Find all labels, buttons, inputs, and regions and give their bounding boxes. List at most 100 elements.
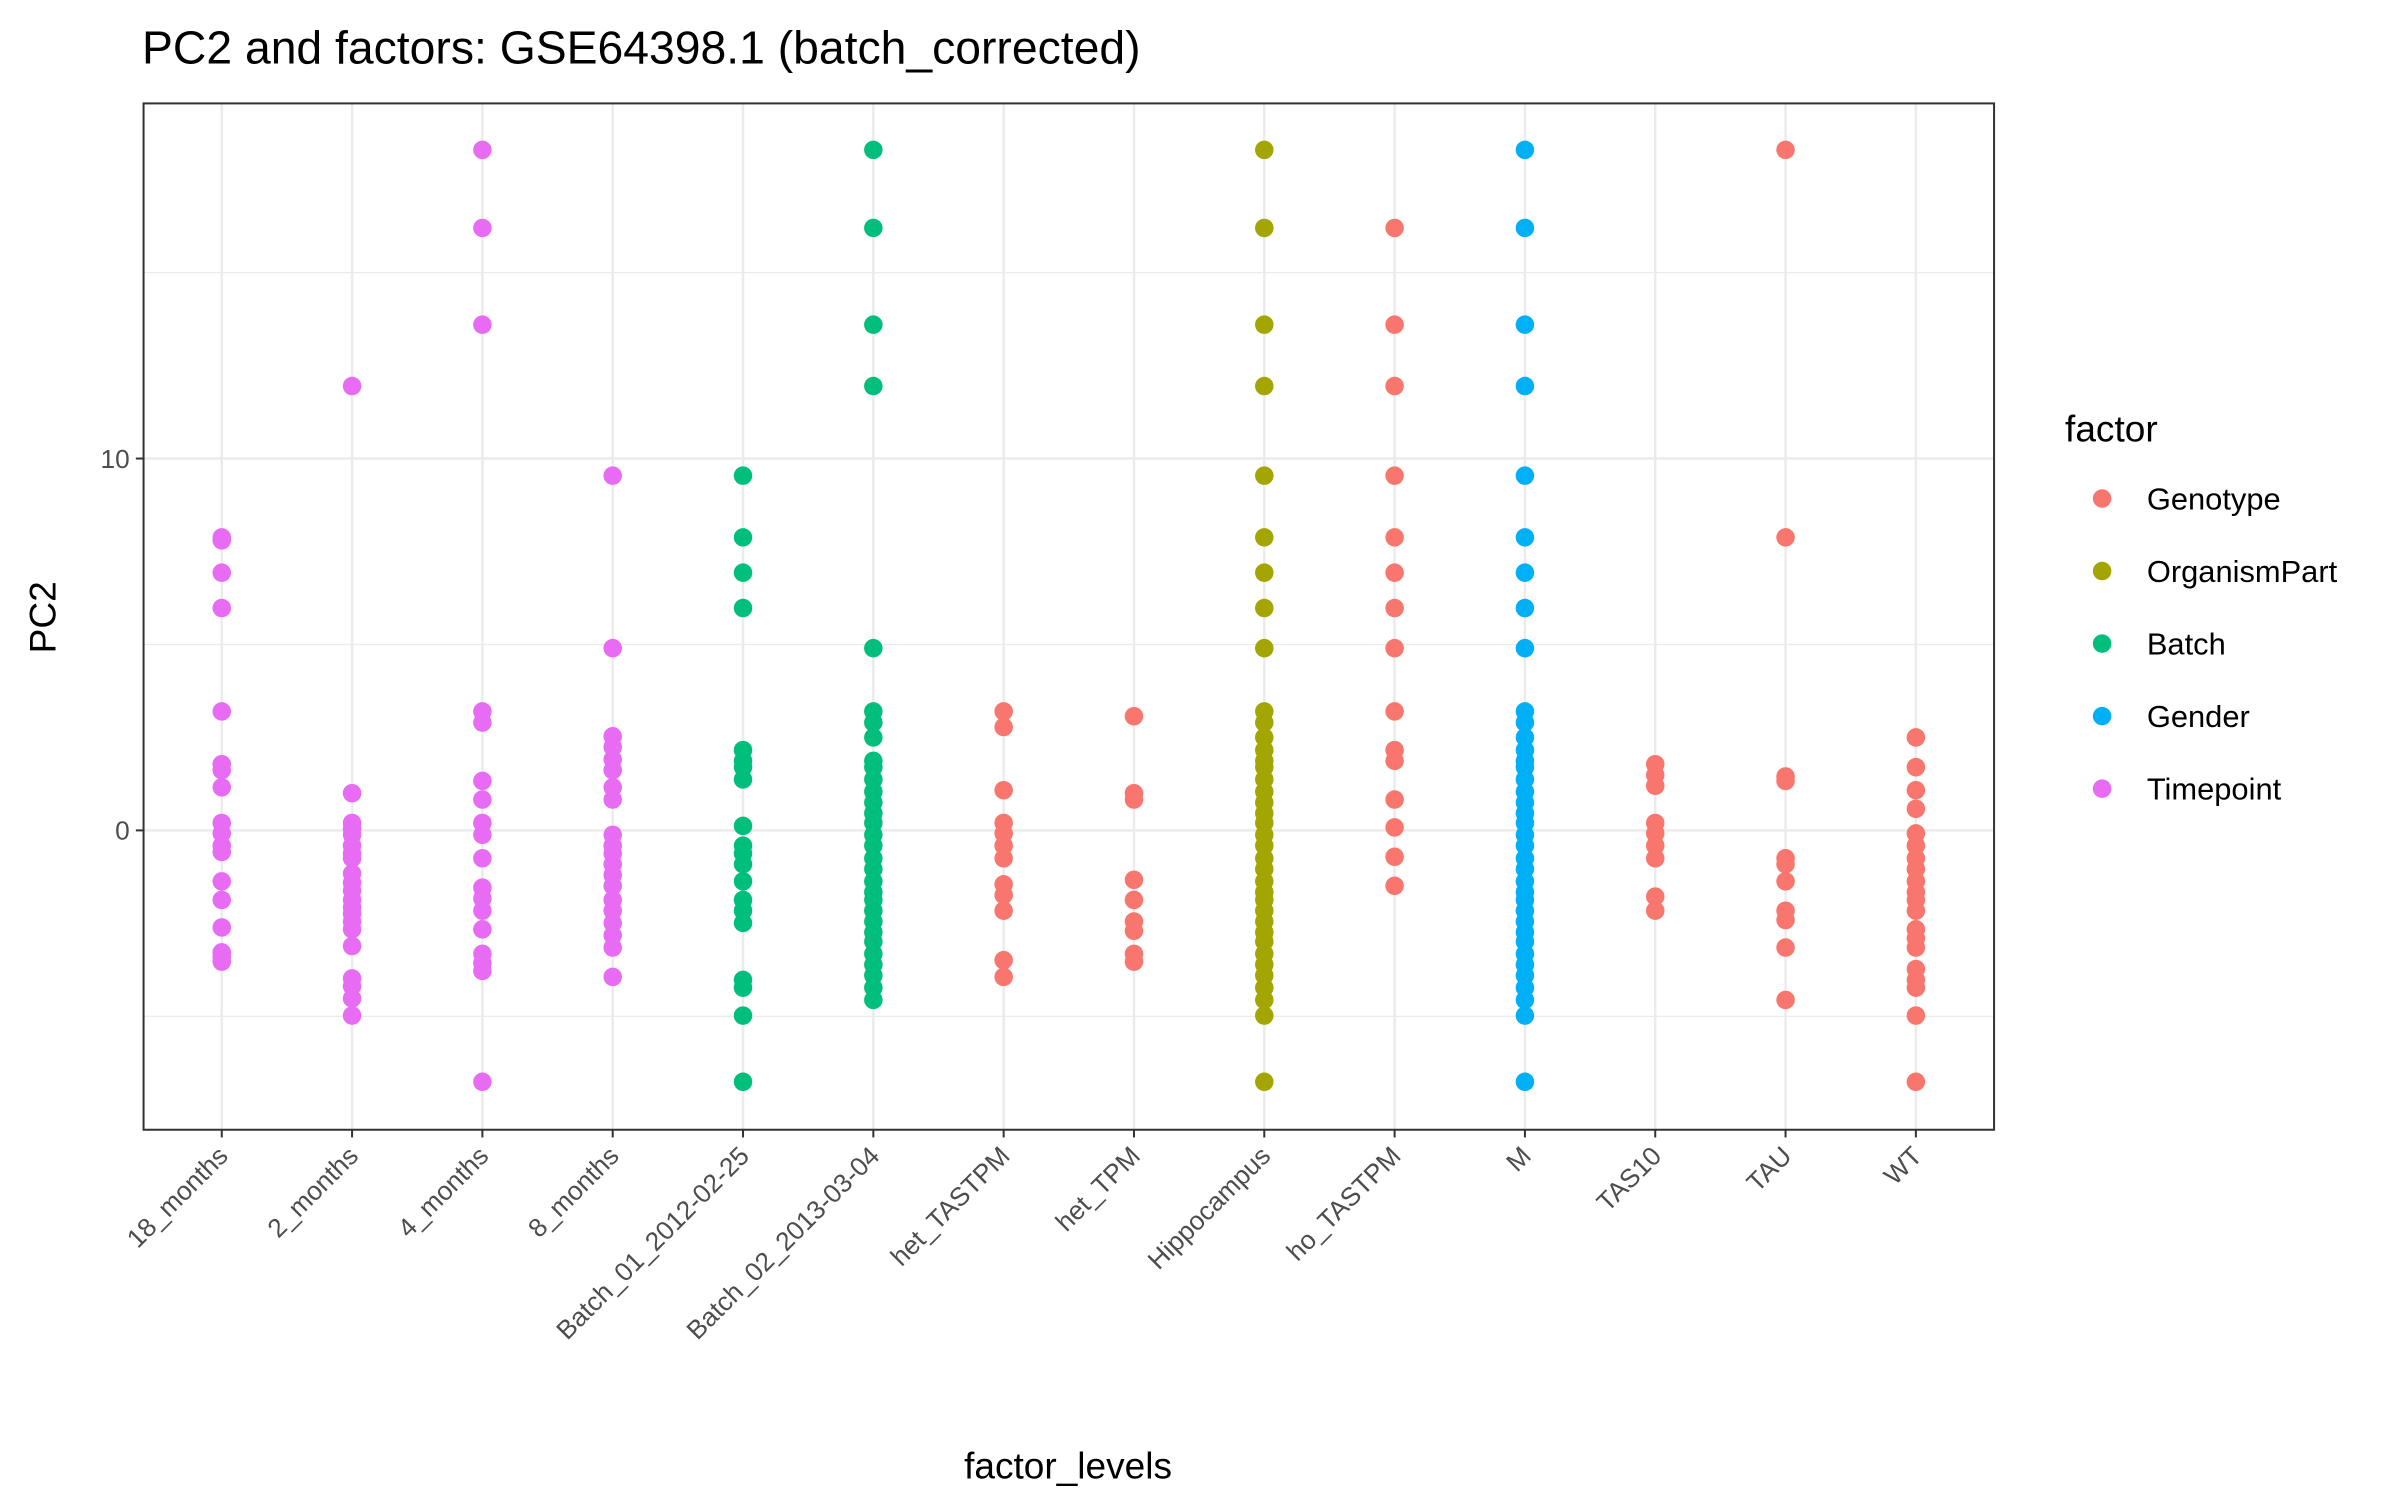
point <box>1906 901 1926 920</box>
y-tick-label: 10 <box>101 444 130 474</box>
point <box>1124 706 1144 726</box>
point <box>1906 978 1926 997</box>
point <box>1385 376 1404 396</box>
point <box>1515 376 1535 396</box>
point <box>1776 872 1795 891</box>
point <box>1515 990 1535 1010</box>
point <box>1515 528 1535 547</box>
point <box>342 849 362 868</box>
point <box>603 967 622 987</box>
point <box>212 702 232 721</box>
point <box>1255 638 1274 658</box>
point <box>733 598 753 618</box>
point <box>473 920 492 939</box>
point <box>1385 315 1404 334</box>
point <box>1385 751 1404 771</box>
point <box>1906 728 1926 747</box>
point <box>1255 1006 1274 1025</box>
point <box>473 849 492 868</box>
point <box>864 728 883 747</box>
point <box>1645 849 1665 868</box>
point <box>212 918 232 937</box>
point <box>1515 638 1535 658</box>
point <box>864 990 883 1010</box>
point <box>994 901 1013 920</box>
point <box>1255 218 1274 238</box>
point <box>342 936 362 956</box>
point <box>994 950 1013 970</box>
point <box>473 790 492 809</box>
point <box>1645 776 1665 796</box>
point <box>603 790 622 809</box>
point <box>1124 790 1144 809</box>
point <box>733 1072 753 1092</box>
point <box>1255 990 1274 1010</box>
y-axis-title: PC2 <box>22 581 64 653</box>
point <box>473 1072 492 1092</box>
legend-marker <box>2092 489 2112 508</box>
point <box>864 218 883 238</box>
point <box>1385 876 1404 896</box>
legend-marker <box>2092 634 2112 653</box>
point <box>1515 563 1535 582</box>
point <box>1776 990 1795 1010</box>
point <box>342 989 362 1008</box>
point <box>1255 376 1274 396</box>
point <box>1385 598 1404 618</box>
point <box>864 140 883 160</box>
legend-label: Timepoint <box>2147 771 2282 806</box>
point <box>1515 598 1535 618</box>
legend-label: Batch <box>2147 626 2226 661</box>
point <box>1645 887 1665 906</box>
point <box>342 920 362 939</box>
point <box>473 901 492 920</box>
point <box>733 816 753 836</box>
point <box>864 713 883 732</box>
point <box>1255 315 1274 334</box>
point <box>603 760 622 780</box>
point <box>994 967 1013 987</box>
point <box>733 872 753 891</box>
point <box>864 315 883 334</box>
point <box>1776 771 1795 791</box>
point <box>1906 938 1926 957</box>
point <box>733 528 753 547</box>
point <box>864 376 883 396</box>
point <box>473 140 492 160</box>
point <box>603 876 622 896</box>
point <box>1385 847 1404 867</box>
point <box>733 1006 753 1025</box>
legend-marker <box>2092 706 2112 726</box>
point <box>1124 890 1144 910</box>
point <box>733 563 753 582</box>
chart-title: PC2 and factors: GSE64398.1 (batch_corre… <box>142 21 1141 73</box>
point <box>473 825 492 845</box>
legend-title: factor <box>2065 407 2158 449</box>
legend-marker <box>2092 561 2112 581</box>
point <box>994 885 1013 905</box>
point <box>1255 1072 1274 1092</box>
point <box>994 849 1013 868</box>
point <box>1255 563 1274 582</box>
point <box>1385 702 1404 721</box>
point <box>1515 1006 1535 1025</box>
point <box>733 913 753 933</box>
point <box>1385 790 1404 809</box>
point <box>1515 140 1535 160</box>
point <box>473 771 492 791</box>
x-axis-title: factor_levels <box>964 1445 1172 1487</box>
point <box>1255 598 1274 618</box>
point <box>212 563 232 582</box>
point <box>1255 466 1274 485</box>
point <box>1124 952 1144 971</box>
legend-marker <box>2092 779 2112 798</box>
point <box>473 713 492 732</box>
legend-label: Genotype <box>2147 481 2281 516</box>
point <box>1255 713 1274 732</box>
point <box>1645 901 1665 920</box>
point <box>212 531 232 550</box>
point <box>1385 218 1404 238</box>
